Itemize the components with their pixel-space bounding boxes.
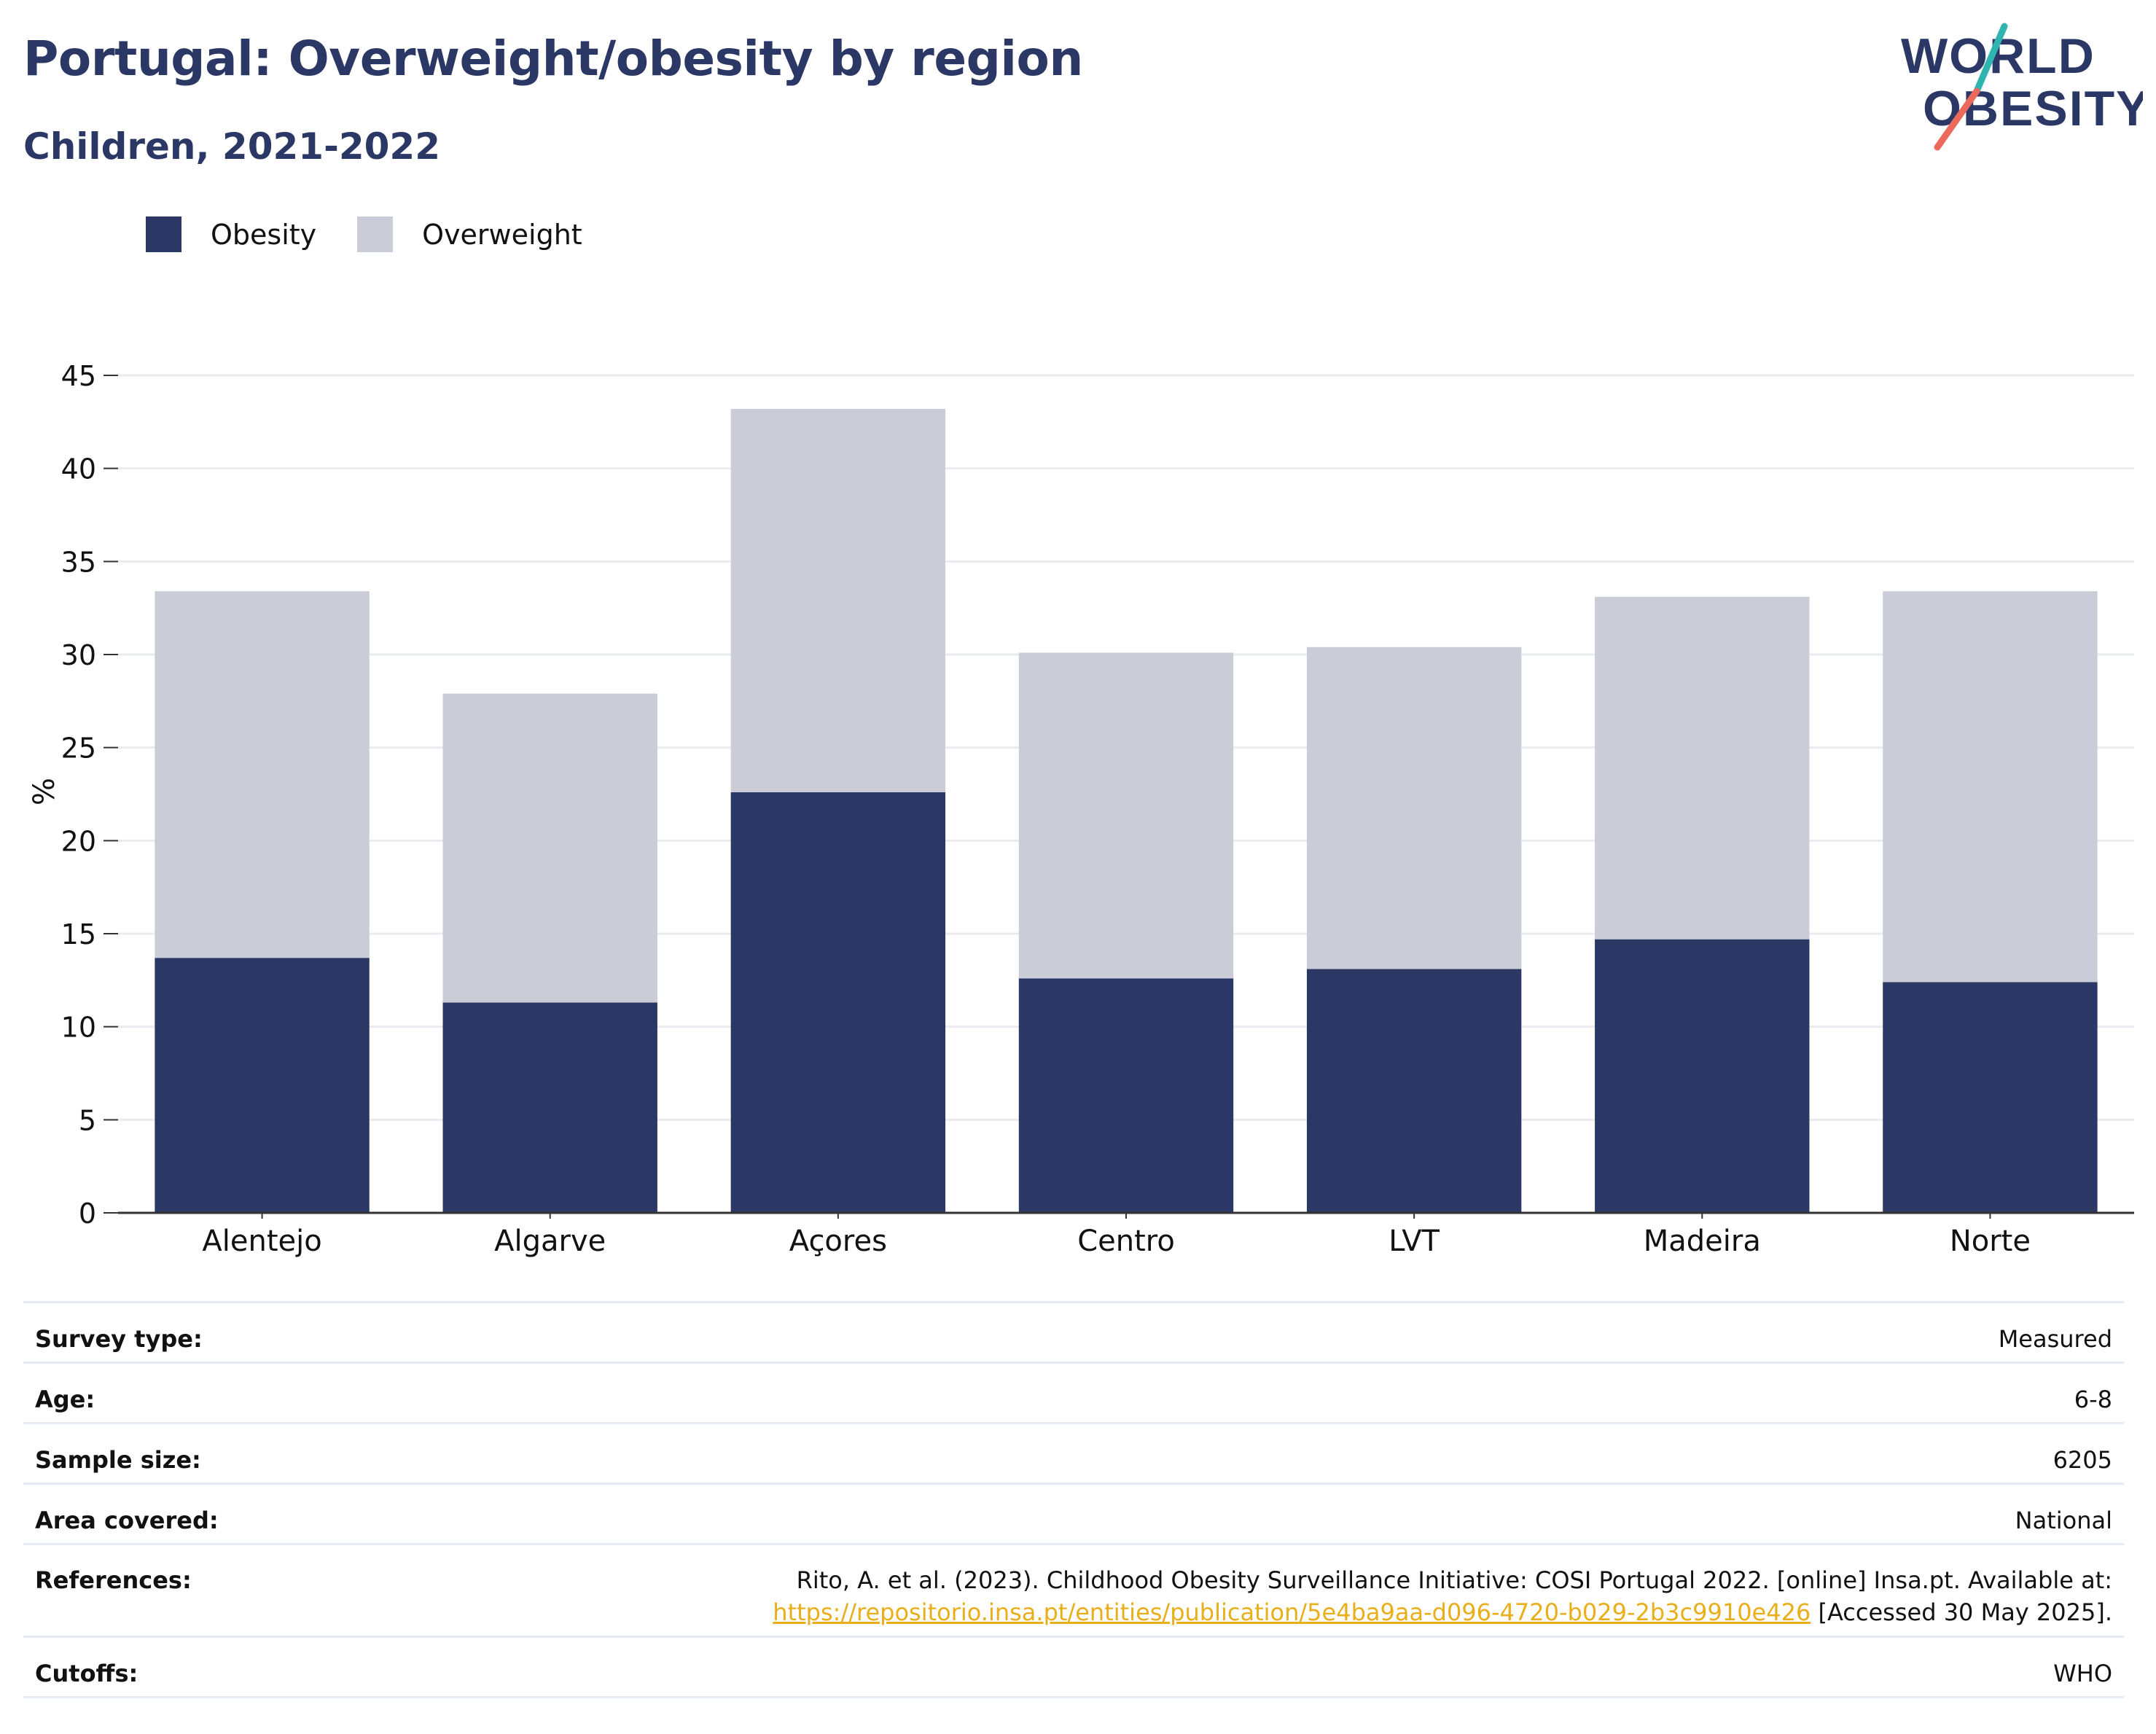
bar-overweight-1[interactable]	[442, 693, 657, 1003]
logo-word-obesity: OBESITY	[1923, 81, 2143, 136]
legend-swatch-overweight	[357, 216, 394, 252]
bar-obesity-5[interactable]	[1595, 939, 1810, 1213]
bar-obesity-0[interactable]	[155, 958, 370, 1213]
y-tick-label: 30	[61, 639, 96, 671]
bar-overweight-2[interactable]	[730, 408, 946, 792]
world-obesity-logo: WORLD OBESITY	[1901, 23, 2143, 151]
y-tick-label: 5	[79, 1104, 96, 1136]
x-tick-label: LVT	[1388, 1225, 1440, 1258]
x-tick-label: Alentejo	[202, 1225, 321, 1258]
survey-type-value: Measured	[484, 1301, 2124, 1363]
chart-legend: Obesity Overweight	[146, 216, 623, 252]
table-row: Survey type: Measured	[23, 1301, 2124, 1363]
reference-link[interactable]: https://repositorio.insa.pt/entities/pub…	[773, 1598, 1811, 1626]
y-tick-label: 20	[61, 825, 96, 857]
y-tick-label: 45	[61, 360, 96, 392]
age-label: Age:	[23, 1362, 484, 1423]
legend-item-overweight[interactable]: Overweight	[357, 216, 582, 252]
reference-accessed: [Accessed 30 May 2025].	[1811, 1598, 2112, 1626]
y-axis-label: %	[28, 778, 61, 805]
bars	[155, 408, 2098, 1213]
x-tick-label: Algarve	[494, 1225, 606, 1258]
age-value: 6-8	[484, 1362, 2124, 1423]
cutoffs-value: WHO	[484, 1636, 2124, 1698]
y-tick-label: 15	[61, 918, 96, 950]
bar-overweight-3[interactable]	[1018, 652, 1234, 979]
table-row: References: Rito, A. et al. (2023). Chil…	[23, 1543, 2124, 1637]
bar-obesity-3[interactable]	[1018, 978, 1234, 1213]
bar-obesity-2[interactable]	[730, 792, 946, 1213]
bar-obesity-4[interactable]	[1306, 969, 1522, 1213]
legend-label-overweight: Overweight	[422, 218, 582, 251]
sample-size-label: Sample size:	[23, 1422, 484, 1484]
stacked-bar-chart: 0 5 10 15 20 25 30 35 40 45 Alentejo Algarve Açores C…	[28, 360, 2134, 1258]
legend-swatch-obesity	[146, 216, 181, 252]
bar-overweight-0[interactable]	[155, 591, 370, 958]
survey-details-table: Survey type: Measured Age: 6-8 Sample si…	[23, 1301, 2124, 1698]
y-tick-label: 40	[61, 453, 96, 485]
table-row: Sample size: 6205	[23, 1422, 2124, 1484]
table-row: Area covered: National	[23, 1483, 2124, 1544]
x-tick-label: Norte	[1950, 1225, 2031, 1258]
sample-size-value: 6205	[484, 1422, 2124, 1484]
page-title: Portugal: Overweight/obesity by region	[23, 31, 1083, 87]
area-covered-value: National	[484, 1483, 2124, 1544]
y-tick-label: 10	[61, 1012, 96, 1044]
bar-overweight-6[interactable]	[1883, 591, 2098, 983]
y-tick-label: 25	[61, 733, 96, 765]
page-subtitle: Children, 2021-2022	[23, 125, 440, 168]
bar-obesity-1[interactable]	[442, 1002, 657, 1213]
x-tick-label: Centro	[1077, 1225, 1175, 1258]
table-row: Age: 6-8	[23, 1362, 2124, 1423]
area-covered-label: Area covered:	[23, 1483, 484, 1544]
bar-obesity-6[interactable]	[1883, 982, 2098, 1213]
cutoffs-label: Cutoffs:	[23, 1636, 484, 1698]
table-row: Cutoffs: WHO	[23, 1636, 2124, 1698]
references-label: References:	[23, 1543, 484, 1637]
y-tick-label: 0	[79, 1198, 96, 1230]
references-value: Rito, A. et al. (2023). Childhood Obesit…	[484, 1543, 2124, 1637]
reference-citation: Rito, A. et al. (2023). Childhood Obesit…	[796, 1566, 2112, 1594]
legend-item-obesity[interactable]: Obesity	[146, 216, 316, 252]
bar-overweight-5[interactable]	[1595, 596, 1810, 940]
axes: 0 5 10 15 20 25 30 35 40 45 Alentejo Algarve Açores C…	[61, 360, 2134, 1258]
x-tick-label: Açores	[789, 1225, 887, 1258]
logo-slash-teal	[1973, 23, 2008, 95]
logo-slash-red	[1934, 87, 1980, 151]
survey-type-label: Survey type:	[23, 1301, 484, 1363]
bar-overweight-4[interactable]	[1306, 647, 1522, 969]
x-tick-label: Madeira	[1644, 1225, 1761, 1258]
legend-label-obesity: Obesity	[211, 218, 317, 251]
y-tick-label: 35	[61, 546, 96, 578]
